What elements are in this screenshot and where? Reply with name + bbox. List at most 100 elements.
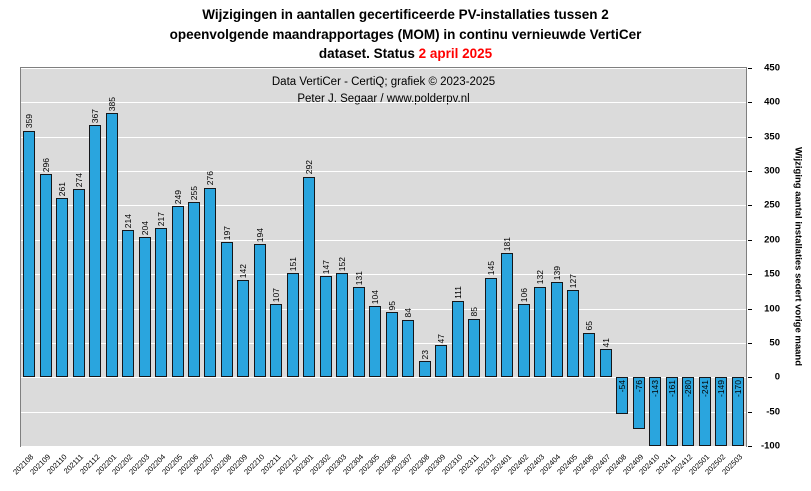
y-tick-mark [748,171,752,173]
chart-title-line3-prefix: dataset. Status [318,46,419,61]
y-tick-label: -50 [766,406,780,418]
y-tick-mark [748,411,752,413]
y-tick-label: 0 [774,371,780,383]
bar-value-label: 139 [551,265,562,280]
bar [550,281,563,378]
bar [39,173,52,378]
bar-value-label: 249 [172,189,183,205]
bar-value-label: 104 [370,289,381,304]
bar [632,377,645,430]
bar-value-label: 95 [386,300,397,310]
gridline [21,205,746,207]
y-tick-mark [748,136,752,138]
bar [418,361,431,378]
y-axis-ticks: 450 400 350 300 250 200 150 100 50 0 -50 -100 [750,63,780,452]
bar [336,272,349,378]
bar [698,377,711,446]
bar [715,377,728,446]
bar-value-label: 274 [73,172,84,187]
chart-title-line2: opeenvolgende maandrapportages (MOM) in … [169,26,642,42]
bar [451,300,464,378]
plot-area: Data VertiCer - CertiQ; grafiek © 2023-2… [20,67,747,447]
gridline [21,239,746,241]
x-axis-labels: 202108 202109 202110 202111 202112 202201 2022… [11,449,747,489]
bar-value-label: 217 [156,211,167,227]
y-tick-label: 100 [764,303,780,315]
bar-value-label: 204 [139,220,150,236]
annotation-line1: Data VertiCer - CertiQ; grafiek © 2023-2… [271,76,496,88]
bar [435,344,448,378]
bar-value-label: 194 [254,227,265,242]
bar [385,311,398,378]
bar [731,377,744,446]
y-tick-label: 450 [764,62,780,74]
bar [599,349,612,378]
bar-value-label: 385 [106,96,117,111]
gridline [21,446,746,447]
bar-value-label: 132 [535,270,546,285]
bar-value-label: 142 [238,263,249,278]
y-tick-mark [748,377,752,379]
gridline [21,68,746,69]
bar-value-label: 107 [271,287,282,302]
bar-value-label: 151 [287,257,298,272]
y-tick-mark [748,68,752,69]
annotation-line2: Peter J. Segaar / www.polderpv.nl [297,93,470,105]
bar-value-label: 111 [452,286,463,299]
y-tick-label: 150 [764,268,780,280]
bar [286,273,299,378]
y-tick-mark [748,446,752,447]
bar-value-label: 214 [123,214,134,229]
bar-value-label: 181 [502,236,513,251]
bar [583,332,596,378]
source-annotation: Data VertiCer - CertiQ; grafiek © 2023-2… [21,74,746,108]
bar-value-label: 131 [353,271,364,286]
bar [105,112,118,378]
y-tick-mark [748,308,752,310]
bar-value-label: 47 [436,333,447,343]
chart-title-line3: dataset. Status 2 april 2025 [0,44,811,64]
bar [501,252,514,378]
bar-value-label: 292 [304,160,315,175]
bar [665,377,678,446]
bar-value-label: 197 [221,225,232,240]
bar [122,230,135,378]
gridline [21,308,746,310]
bar [72,188,85,378]
gridline [21,342,746,344]
bar [566,289,579,378]
gridline [21,377,746,379]
y-tick-label: 400 [764,96,780,108]
y-tick-label: 250 [764,199,780,211]
gridline [21,274,746,276]
chart-title: Wijzigingen in aantallen gecertificeerde… [0,5,811,64]
bar-value-label: 23 [419,350,430,360]
bar [616,377,629,415]
bar-value-label: 65 [584,321,595,331]
bar [188,202,200,378]
status-date: 2 april 2025 [418,46,493,61]
bar [155,228,168,378]
bar [649,377,662,446]
bar-value-label: -170 [732,380,743,398]
bar-value-label: 127 [567,273,578,288]
gridline [21,411,746,413]
bar [352,287,365,378]
bar [220,241,233,378]
bar [319,276,332,378]
bar-value-label: 255 [189,185,199,201]
bar [89,125,102,378]
bar-value-label: 85 [469,307,480,317]
bar [23,130,36,378]
y-tick-label: 300 [764,165,780,177]
gridline [21,136,746,138]
y-tick-mark [748,239,752,241]
bar [303,176,316,378]
bar [534,286,547,378]
y-tick-mark [748,205,752,207]
chart-title-line1: Wijzigingen in aantallen gecertificeerde… [202,7,609,22]
bar [270,303,283,378]
bar-value-label: 296 [40,157,51,172]
y-tick-label: 200 [764,234,780,246]
